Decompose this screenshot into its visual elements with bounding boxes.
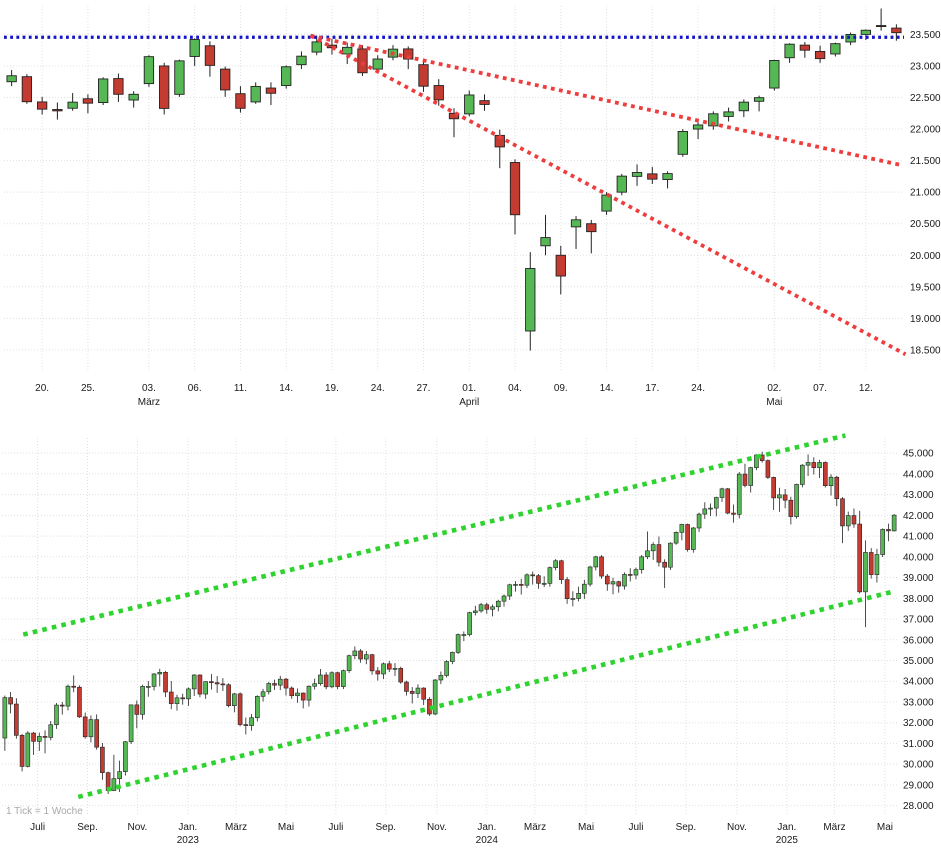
svg-text:32.000: 32.000 <box>903 718 934 729</box>
svg-text:2024: 2024 <box>476 835 499 846</box>
svg-text:2025: 2025 <box>776 835 799 846</box>
svg-text:Nov.: Nov. <box>127 822 147 833</box>
svg-text:36.000: 36.000 <box>903 635 934 646</box>
svg-text:Mai: Mai <box>278 822 294 833</box>
svg-text:02.: 02. <box>767 383 781 394</box>
green-channel-upper <box>22 433 846 637</box>
svg-text:19.500: 19.500 <box>910 282 941 293</box>
svg-text:11.: 11. <box>234 383 247 394</box>
svg-text:01.: 01. <box>462 383 476 394</box>
svg-text:14.: 14. <box>600 383 614 394</box>
grid <box>4 6 904 372</box>
tick-interval-note: 1 Tick = 1 Woche <box>6 806 83 817</box>
svg-text:Sep.: Sep. <box>77 822 98 833</box>
svg-text:Jan.: Jan. <box>777 822 796 833</box>
svg-text:17.: 17. <box>645 383 659 394</box>
svg-text:09.: 09. <box>554 383 568 394</box>
svg-text:37.000: 37.000 <box>903 615 934 626</box>
y-axis-labels: 45.000 44.000 43.000 42.000 41.000 40.000 39.0… <box>903 449 934 812</box>
svg-text:25.: 25. <box>81 383 95 394</box>
svg-text:27.: 27. <box>417 383 431 394</box>
red-trendline-lower <box>309 33 907 357</box>
svg-text:40.000: 40.000 <box>903 552 934 563</box>
svg-text:34.000: 34.000 <box>903 677 934 688</box>
svg-text:12.: 12. <box>859 383 873 394</box>
svg-text:28.000: 28.000 <box>903 801 934 812</box>
x-axis-labels: 20. 25. 03. März 06. 11. 14. 19. 24. 27. 01. April 0… <box>35 383 873 408</box>
weekly-candlestick-chart: 45.000 44.000 43.000 42.000 41.000 40.000 39.0… <box>2 433 934 846</box>
svg-text:04.: 04. <box>508 383 522 394</box>
svg-text:Mai: Mai <box>766 397 782 408</box>
red-trendline-upper <box>310 33 902 167</box>
svg-text:21.000: 21.000 <box>910 188 941 199</box>
svg-text:Mai: Mai <box>877 822 893 833</box>
svg-text:Nov.: Nov. <box>427 822 447 833</box>
svg-text:22.500: 22.500 <box>910 93 941 104</box>
svg-text:21.500: 21.500 <box>910 156 941 167</box>
svg-text:2023: 2023 <box>177 835 200 846</box>
svg-text:35.000: 35.000 <box>903 656 934 667</box>
svg-text:Sep.: Sep. <box>376 822 397 833</box>
svg-text:23.500: 23.500 <box>910 30 941 41</box>
svg-text:41.000: 41.000 <box>903 532 934 543</box>
candles <box>6 8 902 351</box>
svg-text:März: März <box>823 822 845 833</box>
svg-text:März: März <box>138 397 160 408</box>
svg-text:April: April <box>459 397 479 408</box>
svg-text:20.000: 20.000 <box>910 251 941 262</box>
svg-text:März: März <box>524 822 546 833</box>
svg-text:19.: 19. <box>325 383 339 394</box>
svg-text:20.: 20. <box>35 383 49 394</box>
svg-text:38.000: 38.000 <box>903 594 934 605</box>
svg-text:Jan.: Jan. <box>178 822 197 833</box>
svg-text:Nov.: Nov. <box>727 822 747 833</box>
svg-text:Sep.: Sep. <box>676 822 697 833</box>
green-channel-lower <box>77 589 894 800</box>
svg-text:18.500: 18.500 <box>910 345 941 356</box>
svg-text:Juli: Juli <box>30 822 45 833</box>
svg-text:Jan.: Jan. <box>477 822 496 833</box>
svg-text:14.: 14. <box>279 383 293 394</box>
candles <box>2 451 897 795</box>
trendline-overlays <box>4 33 907 357</box>
x-axis-labels: Juli Sep. Nov. Jan. 2023 März Mai Juli Sep. Nov. J… <box>30 822 893 846</box>
svg-text:Juli: Juli <box>628 822 643 833</box>
svg-text:43.000: 43.000 <box>903 490 934 501</box>
svg-text:22.000: 22.000 <box>910 125 941 136</box>
svg-text:45.000: 45.000 <box>903 449 934 460</box>
svg-text:24.: 24. <box>371 383 385 394</box>
weekly-chart-section: 45.000 44.000 43.000 42.000 41.000 40.000 39.0… <box>0 420 941 856</box>
daily-candlestick-chart: 23.500 23.000 22.500 22.000 21.500 21.000 20.5… <box>4 6 941 408</box>
svg-text:Juli: Juli <box>328 822 343 833</box>
svg-text:44.000: 44.000 <box>903 469 934 480</box>
grid <box>2 438 897 816</box>
trendline-overlays <box>22 433 894 800</box>
svg-text:39.000: 39.000 <box>903 573 934 584</box>
svg-text:31.000: 31.000 <box>903 739 934 750</box>
svg-text:19.000: 19.000 <box>910 314 941 325</box>
y-axis-labels: 23.500 23.000 22.500 22.000 21.500 21.000 20.5… <box>910 30 941 357</box>
svg-text:23.000: 23.000 <box>910 61 941 72</box>
svg-text:30.000: 30.000 <box>903 760 934 771</box>
daily-chart-section: 23.500 23.000 22.500 22.000 21.500 21.000 20.5… <box>0 0 941 420</box>
svg-text:03.: 03. <box>142 383 156 394</box>
svg-text:20.500: 20.500 <box>910 219 941 230</box>
svg-text:07.: 07. <box>813 383 827 394</box>
svg-text:Mai: Mai <box>578 822 594 833</box>
svg-text:29.000: 29.000 <box>903 780 934 791</box>
svg-text:24.: 24. <box>691 383 705 394</box>
svg-text:42.000: 42.000 <box>903 511 934 522</box>
svg-text:33.000: 33.000 <box>903 697 934 708</box>
svg-text:06.: 06. <box>188 383 202 394</box>
svg-text:März: März <box>225 822 247 833</box>
